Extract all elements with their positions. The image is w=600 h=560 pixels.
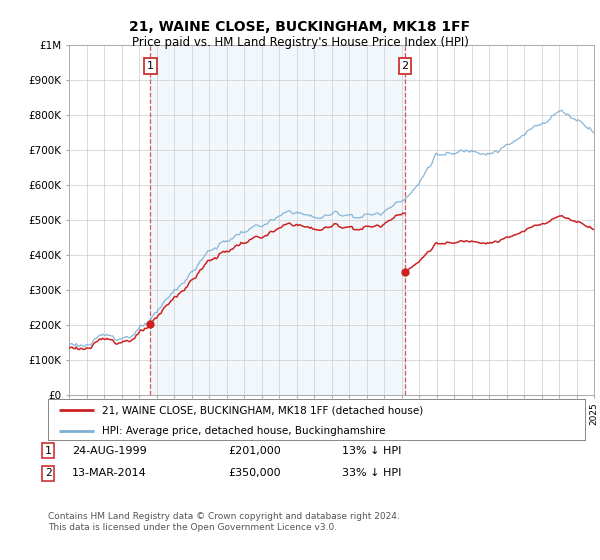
Text: 21, WAINE CLOSE, BUCKINGHAM, MK18 1FF (detached house): 21, WAINE CLOSE, BUCKINGHAM, MK18 1FF (d… [102, 405, 423, 415]
Text: 2: 2 [44, 468, 52, 478]
Text: 13-MAR-2014: 13-MAR-2014 [72, 468, 147, 478]
Bar [151, 45, 405, 395]
Text: 24-AUG-1999: 24-AUG-1999 [72, 446, 147, 456]
Text: 13% ↓ HPI: 13% ↓ HPI [342, 446, 401, 456]
Text: £201,000: £201,000 [228, 446, 281, 456]
Text: Contains HM Land Registry data © Crown copyright and database right 2024.
This d: Contains HM Land Registry data © Crown c… [48, 512, 400, 532]
Text: 21, WAINE CLOSE, BUCKINGHAM, MK18 1FF: 21, WAINE CLOSE, BUCKINGHAM, MK18 1FF [130, 20, 470, 34]
Text: HPI: Average price, detached house, Buckinghamshire: HPI: Average price, detached house, Buck… [102, 426, 385, 436]
Text: £350,000: £350,000 [228, 468, 281, 478]
Text: 33% ↓ HPI: 33% ↓ HPI [342, 468, 401, 478]
Text: 2: 2 [401, 61, 409, 71]
Text: Price paid vs. HM Land Registry's House Price Index (HPI): Price paid vs. HM Land Registry's House … [131, 36, 469, 49]
Text: 1: 1 [44, 446, 52, 456]
Text: 1: 1 [147, 61, 154, 71]
